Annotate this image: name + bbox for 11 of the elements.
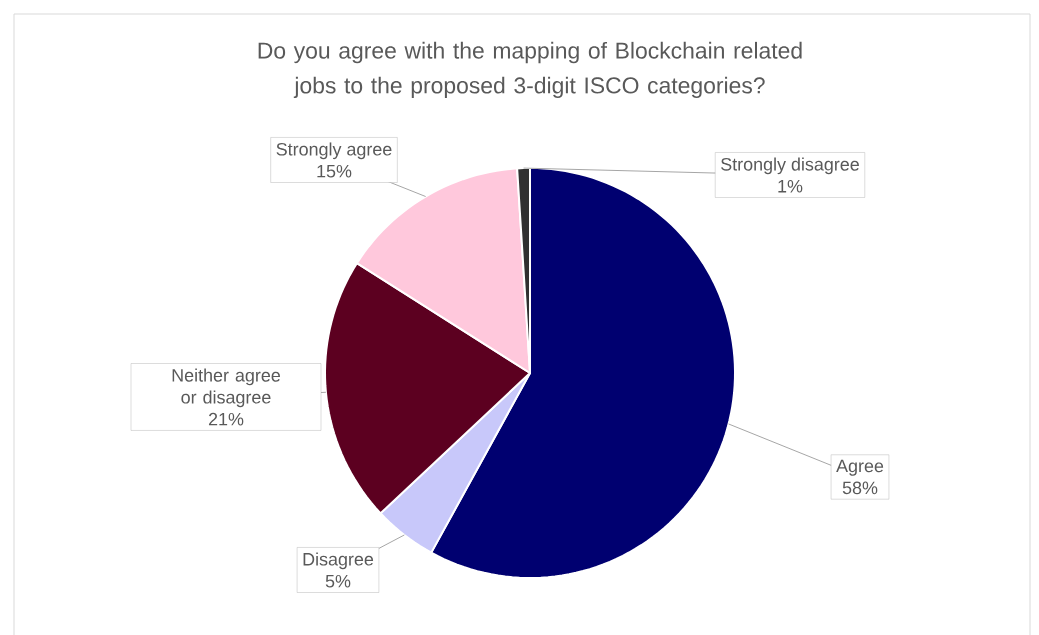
data-label: 21%: [208, 412, 244, 426]
slice-label: Strongly disagree: [721, 157, 859, 174]
slice-label: Strongly agree: [276, 142, 392, 159]
chart-title: Do you agree with the mapping of Blockchain related jobs to the proposed 3-digit ISCO categories?: [258, 41, 802, 98]
slice-label: Neither agree or disagree: [172, 368, 281, 407]
slice-label: Disagree: [303, 552, 374, 569]
data-label: 15%: [317, 164, 352, 178]
slice-label: Agree: [836, 459, 884, 476]
data-label: 1%: [778, 179, 803, 193]
data-label: 5%: [325, 574, 351, 588]
data-label: 58%: [842, 481, 878, 494]
